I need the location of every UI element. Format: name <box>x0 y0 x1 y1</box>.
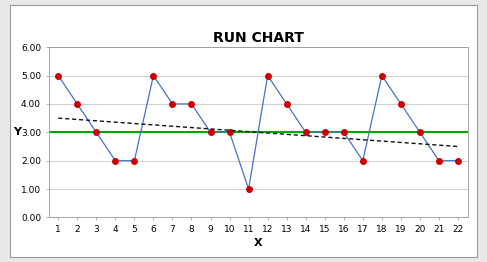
(X,Y) <box>417 131 423 134</box>
(X,Y) <box>322 131 328 134</box>
(X,Y) <box>150 74 156 77</box>
(X,Y) <box>265 74 271 77</box>
(X,Y) <box>207 131 213 134</box>
Trend Line <box>455 145 461 148</box>
Trend Line <box>417 142 423 145</box>
Trend Line <box>207 127 213 130</box>
Trend Line <box>56 117 61 120</box>
(X,Y) <box>112 159 118 162</box>
Trend Line <box>169 125 175 128</box>
(X,Y) <box>226 131 232 134</box>
Trend Line <box>245 130 251 133</box>
X-axis label: X: X <box>254 238 262 248</box>
Title: RUN CHART: RUN CHART <box>213 31 303 45</box>
Trend Line <box>226 129 232 132</box>
Median CL <box>36 131 42 134</box>
Trend Line <box>150 123 156 127</box>
Trend Line <box>398 141 404 144</box>
(X,Y) <box>94 131 99 134</box>
Line: Trend Line: Trend Line <box>58 118 458 146</box>
(X,Y) <box>131 159 137 162</box>
Trend Line <box>341 137 347 140</box>
Trend Line <box>322 135 328 139</box>
Trend Line <box>75 118 80 121</box>
Trend Line <box>436 144 442 147</box>
(X,Y) <box>75 102 80 106</box>
(X,Y) <box>398 102 404 106</box>
Trend Line <box>94 119 99 122</box>
(X,Y) <box>169 102 175 106</box>
Trend Line <box>379 140 385 143</box>
(X,Y) <box>188 102 194 106</box>
Trend Line <box>188 126 194 129</box>
(X,Y) <box>341 131 347 134</box>
(X,Y) <box>360 159 366 162</box>
Trend Line <box>284 133 290 136</box>
Line: (X,Y): (X,Y) <box>56 73 461 192</box>
Trend Line <box>131 122 137 125</box>
Trend Line <box>112 121 118 124</box>
Trend Line <box>303 134 309 137</box>
Y-axis label: Y: Y <box>13 127 21 137</box>
(X,Y) <box>284 102 290 106</box>
Median CL <box>56 131 61 134</box>
(X,Y) <box>455 159 461 162</box>
(X,Y) <box>245 188 251 191</box>
Trend Line <box>265 132 271 135</box>
(X,Y) <box>436 159 442 162</box>
(X,Y) <box>303 131 309 134</box>
(X,Y) <box>56 74 61 77</box>
Trend Line <box>360 138 366 141</box>
(X,Y) <box>379 74 385 77</box>
